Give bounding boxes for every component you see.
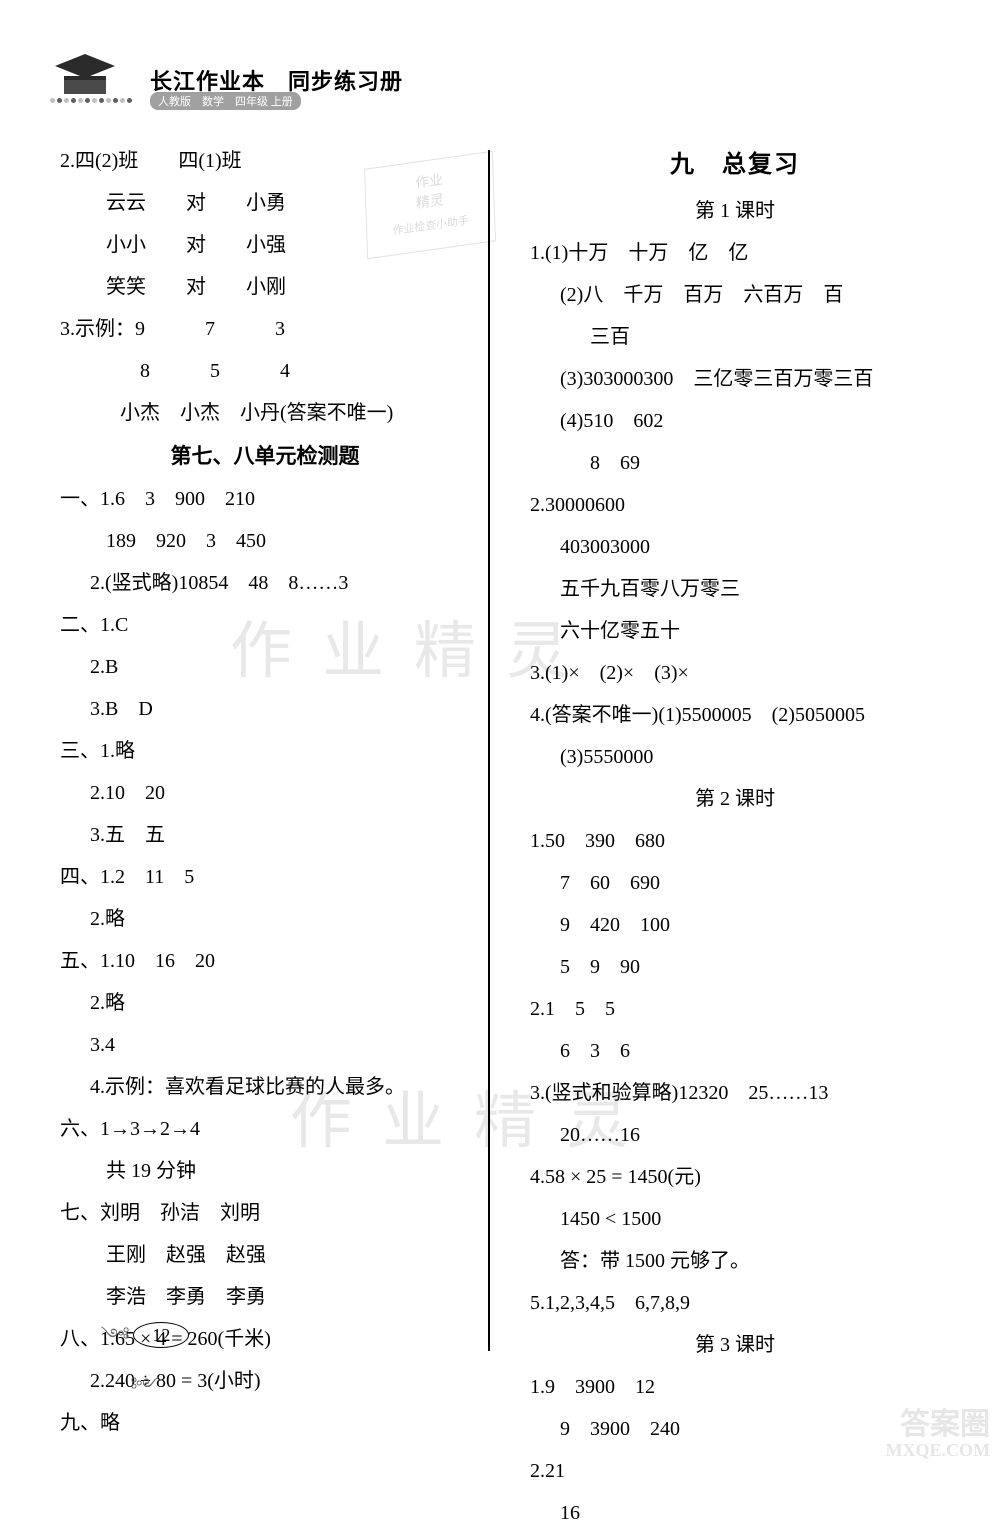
answer-line: 六、1→3→2→4 — [60, 1108, 470, 1150]
answer-line: 七、刘明 孙洁 刘明 — [60, 1192, 470, 1234]
answer-line: 3.(1)× (2)× (3)× — [530, 652, 940, 694]
answer-line: 16 — [530, 1492, 940, 1534]
answer-line: 1.(1)十万 十万 亿 亿 — [530, 232, 940, 274]
answer-line: 4.58 × 25 = 1450(元) — [530, 1156, 940, 1198]
answer-line: 2.1 5 5 — [530, 988, 940, 1030]
answer-line: 1450 < 1500 — [530, 1198, 940, 1240]
answer-line: 2.略 — [60, 898, 470, 940]
lesson-title-2: 第 2 课时 — [530, 778, 940, 820]
answer-line: 3.五 五 — [60, 814, 470, 856]
answer-line: 2.21 — [530, 1450, 940, 1492]
answer-line: 2.四(2)班 四(1)班 — [60, 140, 470, 182]
answer-line: 2.略 — [60, 982, 470, 1024]
right-column: 九 总复习 第 1 课时 1.(1)十万 十万 亿 亿 (2)八 千万 百万 六… — [490, 140, 940, 1351]
answer-line: 五、1.10 16 20 — [60, 940, 470, 982]
answer-line: 共 19 分钟 — [60, 1150, 470, 1192]
answer-line: (3)303000300 三亿零三百万零三百 — [530, 358, 940, 400]
answer-line: 20……16 — [530, 1114, 940, 1156]
answer-line: 2.B — [60, 646, 470, 688]
answer-line: 三、1.略 — [60, 730, 470, 772]
page-number: 12 — [133, 1322, 189, 1348]
answer-line: 2.10 20 — [60, 772, 470, 814]
answer-line: 3.(竖式和验算略)12320 25……13 — [530, 1072, 940, 1114]
answer-line: 答：带 1500 元够了。 — [530, 1240, 940, 1282]
book-icon — [50, 52, 120, 102]
answer-line: 笑笑 对 小刚 — [60, 266, 470, 308]
answer-line: 二、1.C — [60, 604, 470, 646]
answer-line: 3.B D — [60, 688, 470, 730]
answer-line: 2.30000600 — [530, 484, 940, 526]
section-title-unit78: 第七、八单元检测题 — [60, 434, 470, 478]
answer-line: 云云 对 小勇 — [60, 182, 470, 224]
answer-line: 189 920 3 450 — [60, 520, 470, 562]
answer-line: 3.示例：9 7 3 — [60, 308, 470, 350]
answer-line: 五千九百零八万零三 — [530, 568, 940, 610]
answer-line: 6 3 6 — [530, 1030, 940, 1072]
workbook-subtitle: 人教版 数学 四年级 上册 — [150, 92, 301, 110]
lesson-title-1: 第 1 课时 — [530, 190, 940, 232]
answer-line: 1.50 390 680 — [530, 820, 940, 862]
answer-line: 三百 — [530, 316, 940, 358]
flourish-right: ༻ — [131, 1375, 160, 1395]
page-number-ornament: ༺ 12 ༻ — [90, 1316, 200, 1416]
answer-line: 1.9 3900 12 — [530, 1366, 940, 1408]
answer-line: 四、1.2 11 5 — [60, 856, 470, 898]
answer-line: 8 5 4 — [60, 350, 470, 392]
answer-line: 7 60 690 — [530, 862, 940, 904]
left-column: 2.四(2)班 四(1)班 云云 对 小勇 小小 对 小强 笑笑 对 小刚 3.… — [60, 140, 488, 1351]
header-banner: 长江作业本 同步练习册 人教版 数学 四年级 上册 — [50, 70, 430, 125]
answer-line: 4.示例：喜欢看足球比赛的人最多。 — [60, 1066, 470, 1108]
answer-line: 小小 对 小强 — [60, 224, 470, 266]
lesson-title-3: 第 3 课时 — [530, 1324, 940, 1366]
answer-line: 小杰 小杰 小丹(答案不唯一) — [60, 392, 470, 434]
answer-line: 3.4 — [60, 1024, 470, 1066]
answer-line: 9 420 100 — [530, 904, 940, 946]
unit-title-9: 九 总复习 — [530, 140, 940, 190]
answer-line: 一、1.6 3 900 210 — [60, 478, 470, 520]
answer-line: 5.1,2,3,4,5 6,7,8,9 — [530, 1282, 940, 1324]
answer-line: 5 9 90 — [530, 946, 940, 988]
answer-line: (2)八 千万 百万 六百万 百 — [530, 274, 940, 316]
answer-line: 六十亿零五十 — [530, 610, 940, 652]
answer-line: 2.(竖式略)10854 48 8……3 — [60, 562, 470, 604]
answer-line: 4.(答案不唯一)(1)5500005 (2)5050005 — [530, 694, 940, 736]
answer-line: 8 69 — [530, 442, 940, 484]
page-columns: 2.四(2)班 四(1)班 云云 对 小勇 小小 对 小强 笑笑 对 小刚 3.… — [60, 140, 940, 1351]
flourish-left: ༺ — [101, 1325, 130, 1345]
answer-line: 王刚 赵强 赵强 — [60, 1234, 470, 1276]
answer-line: (3)5550000 — [530, 736, 940, 778]
answer-line: (4)510 602 — [530, 400, 940, 442]
answer-line: 李浩 李勇 李勇 — [60, 1276, 470, 1318]
answer-line: 403003000 — [530, 526, 940, 568]
answer-line: 9 3900 240 — [530, 1408, 940, 1450]
